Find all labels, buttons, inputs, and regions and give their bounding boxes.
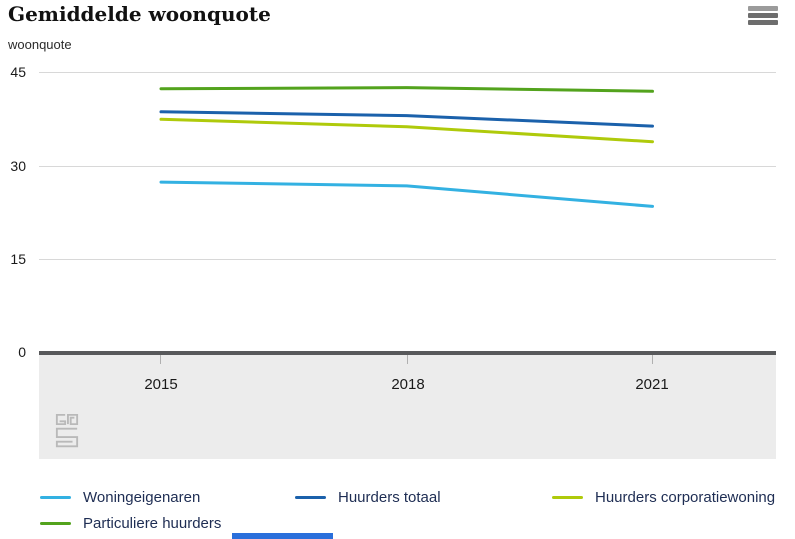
legend-line-swatch: [40, 495, 71, 499]
series-line-huurders-corporatiewoning: [159, 117, 654, 144]
hamburger-menu-icon: [748, 5, 779, 25]
x-axis-line: [39, 351, 776, 355]
scrollbar-thumb[interactable]: [232, 533, 333, 539]
y-tick-label-0: 0: [18, 344, 26, 360]
x-tick-label-2018: 2018: [391, 376, 425, 393]
legend-item-huurders-totaal: Huurders totaal: [295, 484, 552, 510]
gridline-30: [39, 166, 776, 167]
y-tick-label-30: 30: [10, 158, 26, 174]
legend-line-swatch: [295, 495, 326, 499]
plot-area: [159, 86, 654, 208]
series-line-huurders-totaal: [159, 110, 654, 128]
x-tick-2021: [652, 355, 653, 364]
legend-line-swatch: [40, 521, 71, 525]
legend-item-huurders-corporatiewoning: Huurders corporatiewoning: [552, 484, 795, 510]
legend: Woningeigenaren Huurders totaal Huurders…: [40, 484, 795, 536]
x-tick-2015: [160, 355, 161, 364]
chart-menu-button[interactable]: [748, 5, 779, 27]
x-tick-label-2015: 2015: [144, 376, 178, 393]
gridline-15: [39, 259, 776, 260]
legend-line-swatch: [552, 495, 583, 499]
x-tick-label-2021: 2021: [635, 376, 669, 393]
series-line-particuliere-huurders: [159, 86, 654, 93]
legend-label: Woningeigenaren: [83, 488, 201, 506]
axis-footer-band: [39, 355, 776, 459]
chart-y-unit-label: woonquote: [8, 37, 72, 52]
legend-label: Particuliere huurders: [83, 514, 222, 532]
cbs-logo: [55, 413, 79, 455]
chart-title: Gemiddelde woonquote: [8, 2, 271, 26]
legend-item-particuliere-huurders: Particuliere huurders: [40, 510, 295, 536]
legend-label: Huurders corporatiewoning: [595, 488, 776, 506]
y-tick-label-15: 15: [10, 251, 26, 267]
gridline-45: [39, 72, 776, 73]
x-tick-2018: [407, 355, 408, 364]
legend-label: Huurders totaal: [338, 488, 441, 506]
y-tick-label-45: 45: [10, 64, 26, 80]
legend-item-woningeigenaren: Woningeigenaren: [40, 484, 295, 510]
series-line-woningeigenaren: [159, 180, 654, 208]
